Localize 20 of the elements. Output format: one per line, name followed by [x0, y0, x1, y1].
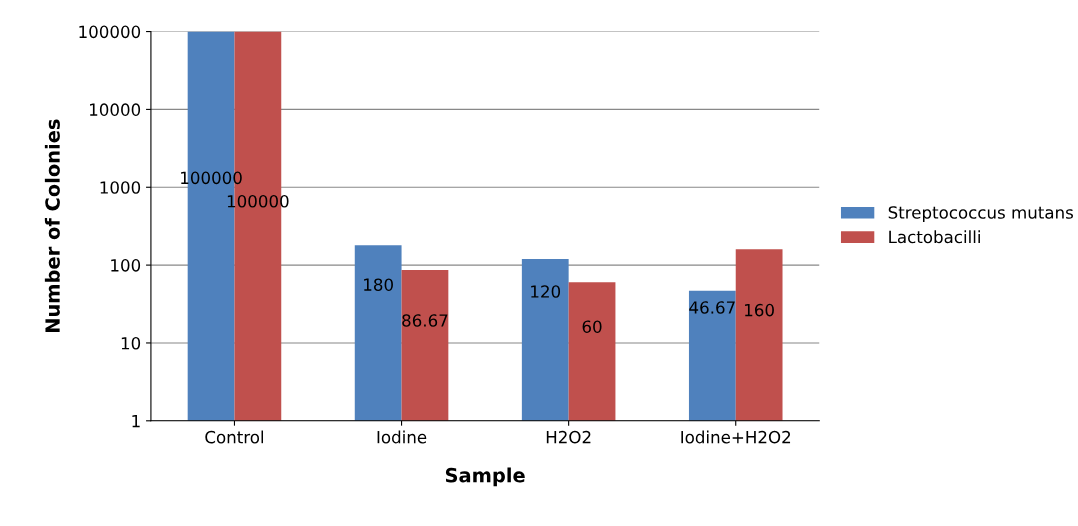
x-tick-label: Control: [205, 430, 264, 444]
data-label: 46.67: [689, 301, 735, 314]
legend-label: Lactobacilli: [889, 230, 980, 244]
y-tick-label: 1000: [100, 181, 141, 194]
legend-label: Streptococcus mutans: [888, 206, 1073, 223]
data-label: 160: [745, 303, 774, 317]
data-label: 180: [364, 278, 393, 291]
x-tick-label: H2O2: [546, 430, 591, 444]
data-label: 86.67: [402, 314, 448, 327]
x-tick-label: Iodine: [377, 430, 427, 444]
y-axis-title: Number of Colonies: [44, 119, 60, 333]
y-tick-label: 10: [121, 336, 141, 350]
y-tick-label: 1: [132, 414, 140, 428]
x-axis-title: Sample: [445, 467, 525, 487]
y-tick-label: 100000: [79, 25, 141, 39]
y-tick-label: 10000: [90, 103, 141, 116]
x-tick-label: Iodine+H2O2: [681, 430, 791, 444]
data-label: 60: [582, 320, 602, 333]
y-tick-label: 100: [111, 259, 141, 272]
data-label: 120: [531, 285, 561, 298]
